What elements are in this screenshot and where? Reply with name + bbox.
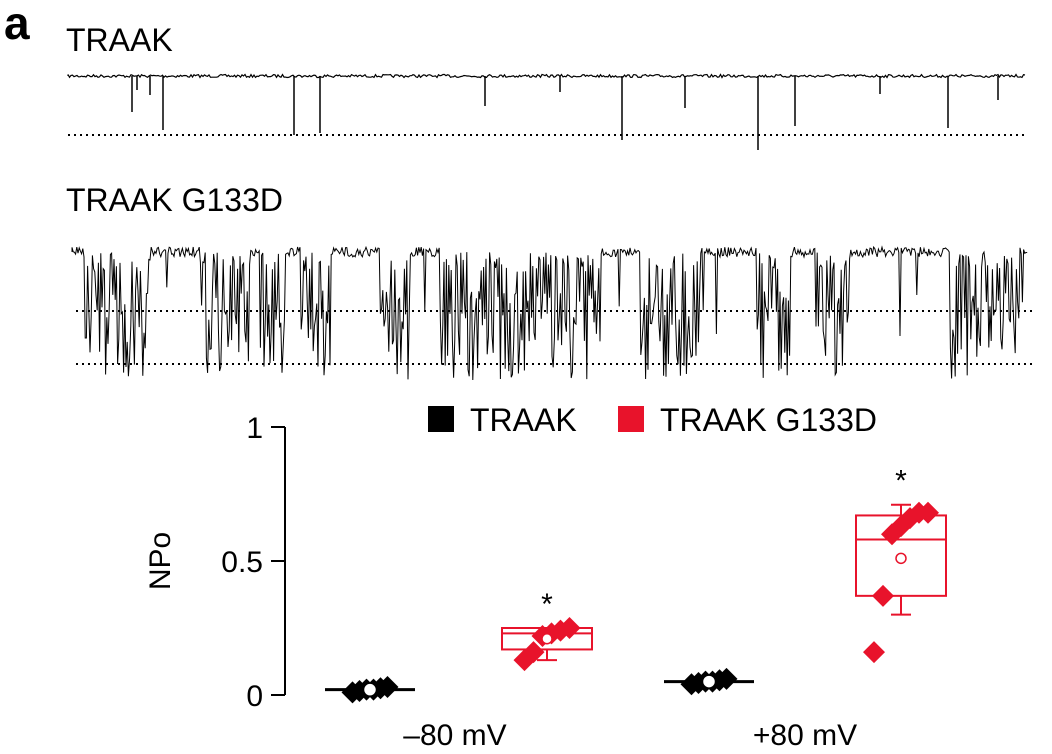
significance-marker: * <box>895 465 907 498</box>
trace-traak <box>67 73 1028 150</box>
trace-traak-g133d-signal <box>71 245 1028 381</box>
trace-traak-baseline <box>67 73 1026 79</box>
y-tick-label: 0.5 <box>221 546 263 579</box>
box-group <box>325 675 415 704</box>
data-point <box>917 501 939 524</box>
data-point <box>872 584 894 607</box>
trace-label-traak-g133d: TRAAK G133D <box>66 182 283 218</box>
legend-label: TRAAK <box>470 402 577 438</box>
x-tick-labels: –80 mV +80 mV <box>403 719 857 752</box>
data-point <box>715 667 738 690</box>
mean-marker <box>895 552 907 565</box>
y-axis-label: NPo <box>144 532 177 590</box>
legend: TRAAK TRAAK G133D <box>428 402 877 438</box>
trace-label-traak: TRAAK <box>66 22 173 58</box>
legend-label: TRAAK G133D <box>660 402 877 438</box>
box-group: * <box>855 465 947 664</box>
box-group <box>664 667 754 696</box>
y-ticks: 00.51 <box>221 412 285 713</box>
mean-marker <box>541 632 553 645</box>
data-point <box>863 641 885 664</box>
data-point <box>522 641 545 664</box>
legend-swatch <box>618 406 644 432</box>
box-group: * <box>501 588 593 672</box>
trace-traak-g133d <box>71 245 1034 381</box>
significance-marker: * <box>541 588 553 621</box>
y-tick-label: 1 <box>246 412 263 445</box>
y-tick-label: 0 <box>246 680 263 713</box>
legend-swatch <box>428 406 454 432</box>
x-tick-label: +80 mV <box>753 719 857 752</box>
box-groups: ** <box>325 465 947 704</box>
panel-letter: a <box>4 0 30 49</box>
npo-chart: 00.51 NPo –80 mV +80 mV TRAAK TRAAK G133D … <box>144 402 947 752</box>
x-tick-label: –80 mV <box>403 719 506 752</box>
mean-marker <box>703 675 715 688</box>
mean-marker <box>364 683 376 696</box>
data-point <box>558 617 581 639</box>
data-point <box>376 675 399 698</box>
